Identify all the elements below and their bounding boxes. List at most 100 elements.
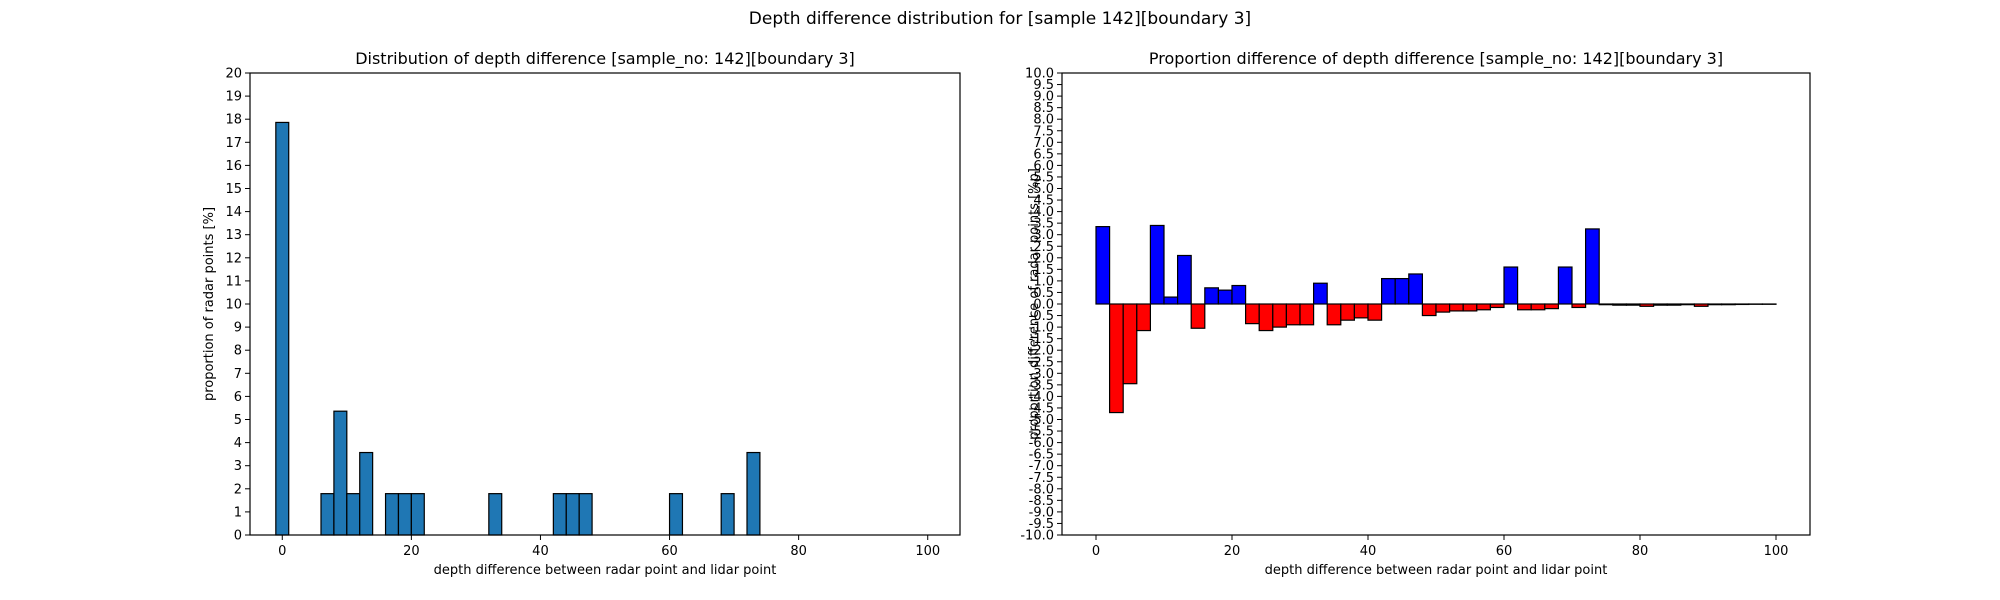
bar bbox=[1380, 277, 1396, 305]
bar bbox=[1571, 303, 1587, 309]
y-tick-label: -9.0 bbox=[1029, 505, 1054, 520]
bar bbox=[1435, 303, 1451, 313]
y-tick-label: 9 bbox=[234, 321, 242, 336]
chart-title: Proportion difference of depth differenc… bbox=[1149, 49, 1723, 69]
bar bbox=[1598, 303, 1614, 306]
y-tick-label: -1.0 bbox=[1029, 321, 1054, 336]
bar bbox=[1299, 303, 1315, 326]
y-tick-label: 20 bbox=[225, 67, 242, 82]
y-tick-label: 7 bbox=[234, 367, 242, 382]
x-tick-label: 40 bbox=[1360, 544, 1377, 559]
bar bbox=[1584, 228, 1600, 305]
y-axis-label: proportion of radar points [%] bbox=[202, 207, 217, 401]
y-tick-label: 6 bbox=[234, 390, 242, 405]
y-tick-label: -1.5 bbox=[1029, 332, 1054, 347]
bar bbox=[1639, 303, 1655, 307]
y-tick-label: 2.0 bbox=[1033, 251, 1054, 266]
bar bbox=[1258, 303, 1274, 332]
figure-title: Depth difference distribution for [sampl… bbox=[748, 9, 1252, 29]
y-tick-label: 13 bbox=[225, 228, 242, 243]
y-tick-label: 19 bbox=[225, 90, 242, 105]
x-tick-label: 80 bbox=[790, 544, 807, 559]
y-tick-label: 3.0 bbox=[1033, 228, 1054, 243]
x-tick-label: 100 bbox=[915, 544, 940, 559]
chart-title: Distribution of depth difference [sample… bbox=[355, 49, 855, 69]
x-tick-label: 0 bbox=[1092, 544, 1100, 559]
y-tick-label: 0.5 bbox=[1033, 286, 1054, 301]
y-tick-label: -6.0 bbox=[1029, 436, 1054, 451]
y-tick-label: 1.5 bbox=[1033, 263, 1054, 278]
bar bbox=[1136, 303, 1152, 332]
y-tick-label: 8.0 bbox=[1033, 113, 1054, 128]
bar bbox=[1190, 303, 1206, 329]
y-tick-label: 4.0 bbox=[1033, 205, 1054, 220]
y-tick-label: 2 bbox=[234, 482, 242, 497]
bar bbox=[1244, 303, 1260, 325]
bar bbox=[1652, 303, 1668, 306]
y-tick-label: 6.0 bbox=[1033, 159, 1054, 174]
y-tick-label: 5.0 bbox=[1033, 182, 1054, 197]
x-axis-label: depth difference between radar point and… bbox=[1265, 563, 1608, 578]
bar bbox=[1163, 296, 1179, 305]
x-tick-label: 20 bbox=[403, 544, 420, 559]
x-tick-label: 60 bbox=[661, 544, 678, 559]
y-tick-label: -2.0 bbox=[1029, 344, 1054, 359]
y-tick-label: 7.5 bbox=[1033, 124, 1054, 139]
y-axis-label: proportion difference of radar points [%… bbox=[1027, 168, 1042, 440]
bar bbox=[1462, 303, 1478, 312]
x-axis-label: depth difference between radar point and… bbox=[434, 563, 777, 578]
y-tick-label: -8.0 bbox=[1029, 482, 1054, 497]
y-tick-label: 3 bbox=[234, 459, 242, 474]
y-tick-label: 11 bbox=[225, 274, 242, 289]
y-tick-label: 7.0 bbox=[1033, 136, 1054, 151]
bar bbox=[1476, 303, 1492, 311]
bar bbox=[1204, 287, 1220, 305]
bar bbox=[1108, 303, 1124, 414]
y-tick-label: 4.5 bbox=[1033, 194, 1054, 209]
x-tick-label: 20 bbox=[1224, 544, 1241, 559]
y-tick-label: -4.0 bbox=[1029, 390, 1054, 405]
x-tick-label: 40 bbox=[532, 544, 549, 559]
bar bbox=[1285, 303, 1301, 326]
y-tick-label: 2.5 bbox=[1033, 240, 1054, 255]
bar bbox=[1707, 303, 1723, 306]
y-tick-label: -9.5 bbox=[1029, 517, 1054, 532]
bar bbox=[1367, 303, 1383, 321]
bar bbox=[1516, 303, 1532, 311]
bar bbox=[1312, 282, 1328, 305]
y-tick-label: 9.5 bbox=[1033, 78, 1054, 93]
y-tick-label: 16 bbox=[225, 159, 242, 174]
x-tick-label: 60 bbox=[1496, 544, 1513, 559]
bar bbox=[1353, 303, 1369, 319]
bar bbox=[1625, 303, 1641, 306]
bar bbox=[1408, 273, 1424, 305]
bar bbox=[1176, 254, 1192, 305]
y-tick-label: -10.0 bbox=[1020, 529, 1054, 544]
bar bbox=[1544, 303, 1560, 310]
bar bbox=[1693, 303, 1709, 307]
y-tick-label: 0.0 bbox=[1033, 298, 1054, 313]
bar bbox=[1326, 303, 1342, 326]
y-tick-label: -6.5 bbox=[1029, 448, 1054, 463]
bar bbox=[1095, 226, 1111, 305]
y-tick-label: -5.5 bbox=[1029, 425, 1054, 440]
y-tick-label: -4.5 bbox=[1029, 401, 1054, 416]
bar bbox=[1122, 303, 1138, 385]
x-tick-label: 80 bbox=[1632, 544, 1649, 559]
y-tick-label: -2.5 bbox=[1029, 355, 1054, 370]
bar bbox=[1720, 303, 1736, 306]
y-tick-label: 8 bbox=[234, 344, 242, 359]
bar bbox=[1557, 266, 1573, 305]
y-tick-label: 6.5 bbox=[1033, 147, 1054, 162]
y-tick-label: 14 bbox=[225, 205, 242, 220]
bar bbox=[1489, 303, 1505, 309]
y-tick-label: 5.5 bbox=[1033, 170, 1054, 185]
bar bbox=[1231, 284, 1247, 305]
y-tick-label: 1 bbox=[234, 505, 242, 520]
y-tick-label: 15 bbox=[225, 182, 242, 197]
y-tick-label: -0.5 bbox=[1029, 309, 1054, 324]
y-tick-label: 1.0 bbox=[1033, 274, 1054, 289]
y-tick-label: -8.5 bbox=[1029, 494, 1054, 509]
y-tick-label: 3.5 bbox=[1033, 217, 1054, 232]
